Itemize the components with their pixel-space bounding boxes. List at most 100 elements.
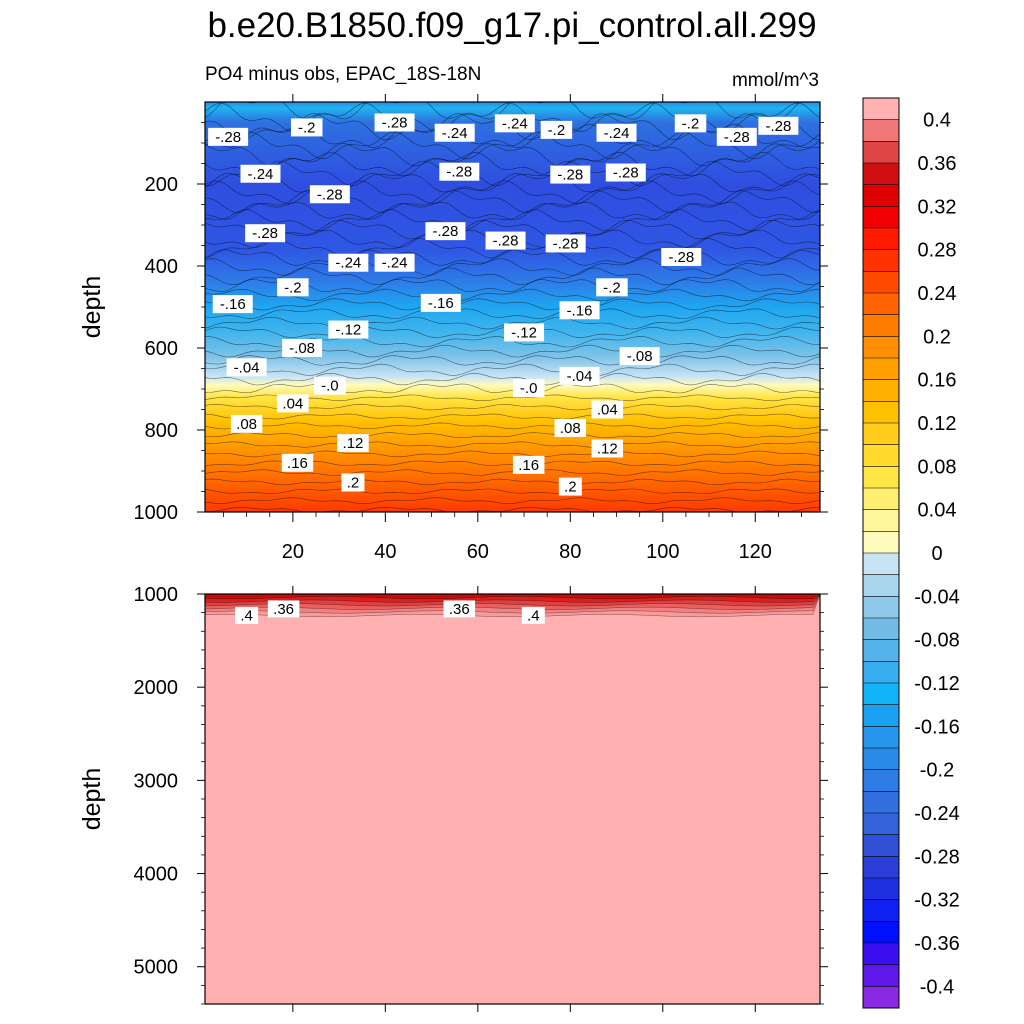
contour-label-text: -.24 bbox=[335, 255, 361, 272]
contour-label-text: .4 bbox=[527, 607, 540, 624]
colorbar-swatch bbox=[863, 878, 899, 900]
contour-label-box bbox=[328, 253, 369, 272]
contour-label: -.2 bbox=[277, 278, 309, 297]
contour-line bbox=[205, 209, 820, 232]
contour-label-box bbox=[443, 600, 476, 618]
lower-contour-band bbox=[205, 594, 820, 618]
contour-label-box bbox=[374, 253, 415, 272]
colorbar-swatch bbox=[863, 358, 899, 380]
upper-axes: 200 400 600 800 1000 20 40 60 80 100 120 depth bbox=[78, 94, 828, 563]
contour-line bbox=[205, 238, 820, 259]
contour-label-box bbox=[512, 379, 545, 398]
contour-line bbox=[205, 469, 820, 476]
contour-line bbox=[205, 201, 820, 220]
contour-label-text: -.0 bbox=[520, 380, 538, 397]
y-tick-label: 4000 bbox=[134, 864, 179, 886]
contour-line bbox=[205, 249, 820, 266]
contour-label-box bbox=[314, 376, 346, 395]
contour-label-box bbox=[226, 358, 267, 377]
colorbar-swatch bbox=[863, 249, 899, 272]
colorbar-swatch bbox=[863, 314, 899, 337]
contour-label: -.24 bbox=[494, 114, 535, 133]
contour-label: -.04 bbox=[559, 366, 600, 385]
colorbar-swatch bbox=[863, 206, 899, 229]
y-tick-label: 400 bbox=[145, 256, 178, 278]
contour-label-box bbox=[716, 127, 757, 146]
contour-line bbox=[205, 506, 820, 512]
colorbar: 0.4 0.36 0.32 0.28 0.24 0.2 0.16 0.12 0.08 0.04 0 -… bbox=[862, 97, 960, 1009]
contour-label: -.28 bbox=[758, 116, 799, 135]
contour-label: -.24 bbox=[328, 253, 369, 272]
colorbar-swatch bbox=[863, 726, 899, 749]
contour-label-text: .08 bbox=[236, 416, 257, 433]
contour-label: .08 bbox=[554, 418, 587, 437]
contour-label-text: -.16 bbox=[428, 295, 454, 312]
x-tick-label: 60 bbox=[467, 541, 489, 563]
contour-line bbox=[205, 450, 820, 458]
y-tick-label: 200 bbox=[145, 174, 178, 196]
units-label: mmol/m^3 bbox=[731, 70, 819, 91]
colorbar-label: -0.24 bbox=[914, 803, 960, 825]
colorbar-swatch bbox=[863, 574, 899, 597]
contour-label: -.28 bbox=[439, 162, 480, 181]
y-tick-label: 1000 bbox=[134, 502, 179, 524]
contour-line bbox=[205, 432, 820, 439]
contour-label: -.24 bbox=[596, 123, 637, 142]
y-tick-label: 5000 bbox=[134, 957, 179, 979]
contour-label-text: -.12 bbox=[335, 322, 361, 339]
contour-label-box bbox=[235, 606, 259, 624]
contour-line bbox=[205, 190, 820, 213]
colorbar-swatch bbox=[863, 293, 899, 315]
contour-label-box bbox=[282, 339, 323, 357]
contour-label-box bbox=[434, 123, 475, 142]
contour-label-box bbox=[540, 120, 573, 139]
colorbar-swatch bbox=[863, 748, 899, 770]
contour-label-box bbox=[504, 323, 545, 342]
contour-label-box bbox=[341, 473, 365, 492]
contour-label: -.08 bbox=[619, 347, 660, 366]
contour-label: -.28 bbox=[545, 234, 586, 253]
contour-label: -.0 bbox=[512, 379, 545, 398]
contour-line bbox=[205, 308, 820, 319]
contour-label-box bbox=[661, 247, 702, 266]
contour-label-text: -.2 bbox=[682, 115, 700, 132]
colorbar-label: -0.08 bbox=[914, 630, 960, 652]
contour-line bbox=[205, 143, 820, 167]
contour-label-text: -.12 bbox=[511, 324, 537, 341]
y-tick-label: 1000 bbox=[134, 584, 179, 606]
contour-label-box bbox=[545, 234, 586, 253]
colorbar-swatch bbox=[863, 184, 899, 207]
contour-line bbox=[205, 422, 820, 430]
contour-line bbox=[205, 219, 820, 240]
contour-label-text: -.2 bbox=[603, 279, 621, 296]
contour-label: -.28 bbox=[485, 231, 526, 250]
colorbar-swatch bbox=[863, 813, 899, 835]
lower-y-axis-label: depth bbox=[78, 768, 106, 831]
colorbar-label: -0.04 bbox=[914, 586, 960, 608]
contour-line bbox=[205, 497, 820, 504]
contour-label-text: -.28 bbox=[252, 225, 278, 242]
contour-label: -.08 bbox=[282, 339, 323, 357]
contour-label-box bbox=[267, 600, 300, 618]
colorbar-label: 0.16 bbox=[918, 370, 957, 392]
contour-label-box bbox=[337, 434, 369, 453]
contour-line bbox=[205, 413, 820, 420]
contour-label: -.28 bbox=[374, 113, 415, 132]
colorbar-label: -0.32 bbox=[914, 890, 960, 912]
contour-label-text: -.08 bbox=[289, 340, 315, 357]
contour-label-text: -.28 bbox=[613, 165, 639, 182]
contour-label-box bbox=[596, 278, 628, 297]
contour-line bbox=[205, 316, 820, 330]
contour-label-text: -.28 bbox=[215, 129, 241, 146]
contour-label: -.12 bbox=[328, 320, 369, 339]
lower-contour-fill bbox=[205, 594, 820, 600]
colorbar-swatch bbox=[863, 119, 899, 142]
contour-label-box bbox=[591, 439, 624, 458]
lower-axes: 1000 2000 3000 4000 5000 depth bbox=[78, 584, 828, 1012]
contour-label: -.16 bbox=[559, 301, 600, 320]
colorbar-swatch bbox=[863, 228, 899, 250]
contour-label-text: -.28 bbox=[493, 233, 519, 250]
contour-label: -.28 bbox=[550, 165, 591, 184]
contour-label-box bbox=[674, 114, 707, 133]
